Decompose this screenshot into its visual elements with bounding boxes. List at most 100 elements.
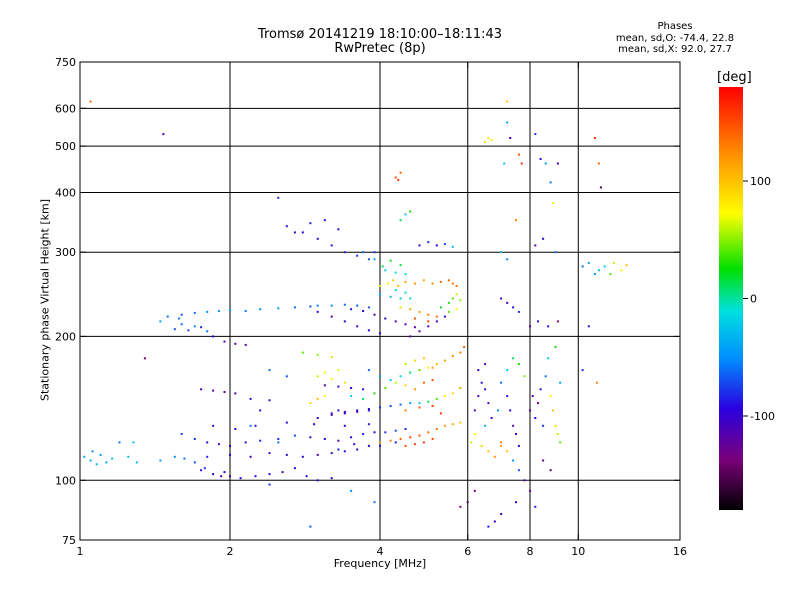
- data-point: [439, 306, 442, 309]
- data-point: [350, 489, 353, 492]
- data-point: [431, 438, 434, 440]
- data-point: [587, 325, 590, 328]
- data-point: [399, 171, 402, 174]
- data-point: [379, 285, 381, 287]
- data-point: [506, 301, 509, 304]
- data-point: [459, 351, 462, 354]
- colorbar-tick-label: 100: [750, 175, 771, 188]
- data-point: [193, 325, 196, 328]
- data-point: [268, 473, 271, 476]
- data-point: [431, 366, 434, 369]
- data-point: [309, 305, 312, 308]
- data-point: [534, 244, 537, 247]
- data-point: [193, 438, 196, 440]
- data-point: [480, 381, 483, 384]
- data-point: [135, 461, 138, 464]
- data-point: [105, 461, 108, 464]
- data-point: [379, 375, 381, 378]
- data-point: [132, 441, 135, 444]
- data-point: [285, 225, 288, 228]
- data-point: [277, 307, 280, 310]
- data-point: [212, 335, 215, 338]
- data-point: [362, 388, 365, 391]
- data-point: [435, 428, 438, 430]
- data-point: [517, 363, 520, 366]
- data-point: [309, 402, 312, 405]
- data-point: [229, 309, 231, 312]
- data-point: [367, 409, 370, 412]
- data-point: [330, 356, 333, 359]
- data-point: [330, 413, 333, 416]
- data-point: [162, 133, 165, 136]
- data-point: [362, 433, 365, 435]
- data-point: [549, 181, 552, 184]
- data-point: [506, 395, 509, 398]
- data-point: [455, 293, 458, 296]
- colorbar-ticks: 100 0 -100: [743, 175, 775, 423]
- data-point: [443, 359, 446, 362]
- data-point: [316, 417, 319, 419]
- data-point: [389, 295, 392, 298]
- data-point: [217, 310, 220, 312]
- data-point: [394, 271, 397, 274]
- data-point: [613, 261, 616, 264]
- data-point: [285, 453, 288, 456]
- data-point: [404, 323, 407, 326]
- y-tick-label: 500: [55, 140, 76, 153]
- data-point: [316, 375, 319, 378]
- data-point: [244, 441, 247, 444]
- data-point: [427, 313, 430, 316]
- data-point: [387, 282, 389, 285]
- data-point: [362, 397, 365, 400]
- data-point: [337, 385, 340, 388]
- data-point: [542, 459, 545, 462]
- data-point: [397, 178, 400, 181]
- data-point: [392, 279, 395, 282]
- data-point: [459, 387, 462, 389]
- colorbar-tick-label: 0: [750, 293, 757, 306]
- data-point: [529, 325, 531, 328]
- data-point: [254, 424, 257, 427]
- data-point: [399, 219, 402, 222]
- data-points: [83, 100, 628, 528]
- data-point: [316, 453, 319, 456]
- x-tick-label: 6: [464, 545, 471, 558]
- data-point: [404, 213, 407, 216]
- data-point: [455, 308, 458, 311]
- data-point: [389, 379, 392, 382]
- data-point: [466, 501, 469, 504]
- data-point: [249, 455, 252, 458]
- data-point: [554, 346, 557, 348]
- data-point: [229, 444, 231, 447]
- data-point: [625, 264, 628, 267]
- data-point: [379, 444, 381, 447]
- data-point: [500, 441, 503, 444]
- x-tick-label: 2: [227, 545, 234, 558]
- data-point: [180, 313, 183, 316]
- data-point: [212, 424, 215, 427]
- y-tick-label: 600: [55, 102, 76, 115]
- data-point: [285, 375, 288, 378]
- data-point: [384, 317, 387, 320]
- data-point: [394, 441, 397, 444]
- data-point: [523, 375, 526, 378]
- data-point: [200, 388, 203, 391]
- data-point: [95, 463, 98, 466]
- data-point: [422, 381, 425, 384]
- data-point: [503, 162, 506, 165]
- colorbar-title: [deg]: [717, 70, 752, 85]
- data-point: [490, 417, 493, 419]
- data-point: [484, 388, 487, 391]
- data-point: [515, 433, 517, 435]
- data-point: [343, 412, 346, 415]
- data-point: [259, 409, 262, 412]
- phase-stats-o: mean, sd,O: -74.4, 22.8: [615, 33, 735, 44]
- data-point: [435, 363, 438, 366]
- data-point: [427, 400, 430, 403]
- data-point: [477, 395, 480, 398]
- chart-subtitle: RwPretec (8p): [334, 41, 426, 56]
- data-point: [356, 304, 359, 307]
- data-point: [399, 264, 402, 267]
- data-point: [409, 335, 412, 338]
- data-point: [497, 409, 499, 412]
